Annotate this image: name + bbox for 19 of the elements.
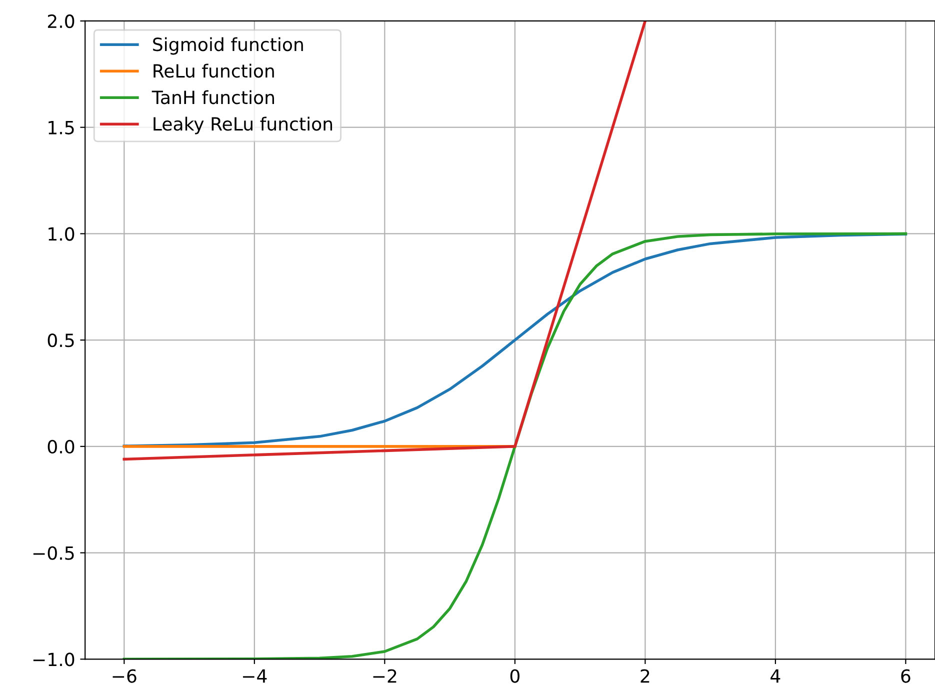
legend-label: ReLu function: [154, 64, 274, 78]
x-tick-label: 6: [901, 669, 910, 683]
y-tick-label: 1.5: [48, 121, 74, 134]
x-tick-label: −4: [243, 669, 267, 683]
x-tick-label: 4: [770, 669, 780, 683]
line-series: [122, 232, 908, 660]
y-tick-label: −1.0: [33, 652, 74, 666]
legend-label: Sigmoid function: [153, 37, 303, 55]
x-tick-label: −2: [373, 669, 396, 683]
legend-label: TanH function: [152, 90, 274, 104]
y-tick-label: 2.0: [48, 14, 74, 28]
y-tick-label: −0.5: [33, 546, 74, 560]
y-tick-label: 0.5: [48, 334, 74, 348]
y-tick-label: 0.0: [48, 440, 74, 454]
x-tick-label: −6: [112, 669, 136, 683]
x-tick-label: 0: [510, 669, 520, 683]
legend-label: Leaky ReLu function: [154, 116, 332, 134]
x-tick-label: 2: [640, 669, 650, 683]
y-tick-label: 1.0: [48, 227, 74, 241]
